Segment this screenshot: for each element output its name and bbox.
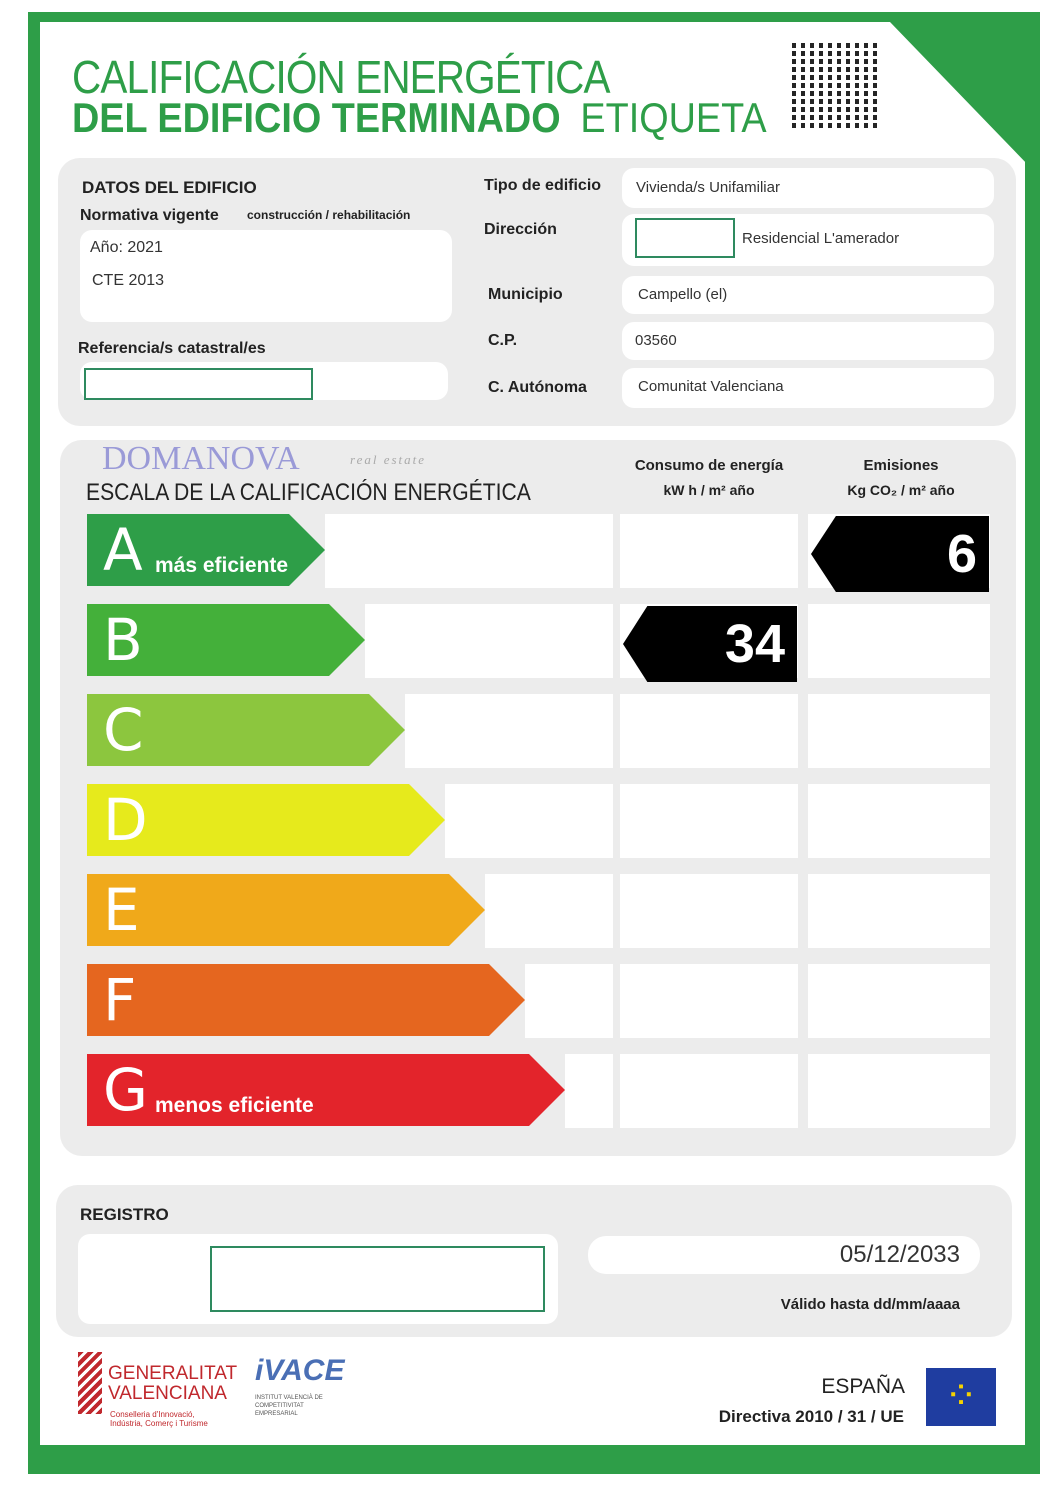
field-box-municipio (622, 276, 994, 314)
rating-bar-b: B (87, 604, 365, 676)
rating-lane (405, 694, 613, 768)
country: ESPAÑA (821, 1375, 905, 1398)
consumo-cell (620, 694, 798, 768)
emisiones-cell (808, 604, 990, 678)
watermark-sub: real estate (350, 452, 427, 467)
rating-lane (365, 604, 613, 678)
field-label-cp: C.P. (488, 332, 518, 349)
valid-date: 05/12/2033 (839, 1241, 960, 1268)
consumo-header: Consumo de energía (634, 457, 784, 474)
field-value-cp: 03560 (635, 332, 677, 349)
registro-field (210, 1246, 545, 1312)
eu-flag-icon: ⁘ (926, 1368, 996, 1426)
direccion-number-field (635, 218, 735, 258)
consumo-cell (620, 964, 798, 1038)
datos-heading: DATOS DEL EDIFICIO (82, 178, 257, 197)
gv-sub1: Conselleria d'Innovació, (110, 1410, 195, 1419)
qr-code-icon[interactable] (792, 42, 878, 128)
normativa-box (80, 230, 452, 322)
consumo-cell (620, 1054, 798, 1128)
emisiones-unit: Kg CO₂ / m² año (847, 482, 955, 498)
normativa-value: CTE 2013 (92, 272, 165, 289)
emisiones-header: Emisiones (863, 457, 939, 474)
gv-sub2: Indústria, Comerç i Turisme (110, 1419, 208, 1428)
rating-bar-e: E (87, 874, 485, 946)
rating-letter: G (103, 1056, 148, 1124)
title-suffix: ETIQUETA (580, 94, 767, 141)
rating-lane (525, 964, 613, 1038)
field-label-tipo: Tipo de edificio (484, 177, 602, 194)
directive: Directiva 2010 / 31 / UE (718, 1407, 904, 1426)
title-line1: CALIFICACIÓN ENERGÉTICA (72, 51, 610, 103)
generalitat-name: GENERALITAT VALENCIANA (108, 1364, 237, 1404)
emisiones-cell (808, 694, 990, 768)
field-value-municipio: Campello (el) (638, 286, 728, 303)
consumo-cell (620, 784, 798, 858)
field-box-tipo (622, 168, 994, 208)
scale-heading: ESCALA DE LA CALIFICACIÓN ENERGÉTICA (86, 479, 531, 506)
rating-label: más eficiente (155, 554, 289, 577)
rating-lane (325, 514, 613, 588)
valid-date-box (588, 1236, 980, 1274)
gv-line1: GENERALITAT (108, 1363, 238, 1384)
valid-label: Válido hasta dd/mm/aaaa (780, 1296, 960, 1313)
rating-lane (485, 874, 613, 948)
emisiones-indicator: 6 (811, 516, 989, 592)
rating-letter: A (103, 516, 143, 584)
generalitat-logo-icon (78, 1352, 102, 1414)
consumo-unit: kW h / m² año (663, 482, 755, 498)
field-label-autonoma: C. Autónoma (488, 379, 587, 396)
generalitat-sub: Conselleria d'Innovació, Indústria, Comer… (110, 1410, 208, 1428)
rating-lane (565, 1054, 613, 1128)
rating-letter: B (103, 606, 143, 674)
normativa-sub: construcción / rehabilitación (247, 208, 411, 222)
field-box-autonoma (622, 368, 994, 408)
field-value-direccion: Residencial L'amerador (742, 230, 900, 247)
emisiones-cell (808, 784, 990, 858)
anio-value: Año: 2021 (90, 239, 163, 256)
emisiones-cell (808, 964, 990, 1038)
rating-letter: C (103, 696, 144, 764)
rating-lane (445, 784, 613, 858)
field-value-tipo: Vivienda/s Unifamiliar (636, 179, 780, 196)
rating-bar-f: F (87, 964, 525, 1036)
rating-letter: D (103, 786, 148, 854)
normativa-label: Normativa vigente (80, 207, 219, 224)
rating-bar-d: D (87, 784, 445, 856)
field-value-autonoma: Comunitat Valenciana (638, 378, 784, 395)
rating-bar-c: C (87, 694, 405, 766)
field-box-cp (622, 322, 994, 360)
field-label-direccion: Dirección (484, 221, 557, 238)
registro-heading: REGISTRO (80, 1205, 169, 1224)
watermark: DOMANOVA (102, 440, 300, 477)
gv-line2: VALENCIANA (108, 1383, 227, 1404)
consumo-cell (620, 514, 798, 588)
emisiones-cell (808, 874, 990, 948)
field-label-municipio: Municipio (488, 286, 563, 303)
referencia-label: Referencia/s catastral/es (78, 340, 266, 357)
title-main: DEL EDIFICIO TERMINADO (72, 94, 561, 141)
rating-letter: F (103, 966, 137, 1034)
ivace-logo: iVACE (255, 1354, 345, 1387)
referencia-field (84, 368, 313, 400)
ivace-sub: INSTITUT VALENCIÀ DE COMPETITIVITAT EMPR… (255, 1395, 323, 1417)
emisiones-cell (808, 1054, 990, 1128)
title-line2: DEL EDIFICIO TERMINADO ETIQUETA (72, 94, 767, 142)
consumo-indicator: 34 (623, 606, 797, 682)
rating-label: menos eficiente (155, 1094, 314, 1117)
rating-letter: E (103, 876, 140, 944)
consumo-cell (620, 874, 798, 948)
